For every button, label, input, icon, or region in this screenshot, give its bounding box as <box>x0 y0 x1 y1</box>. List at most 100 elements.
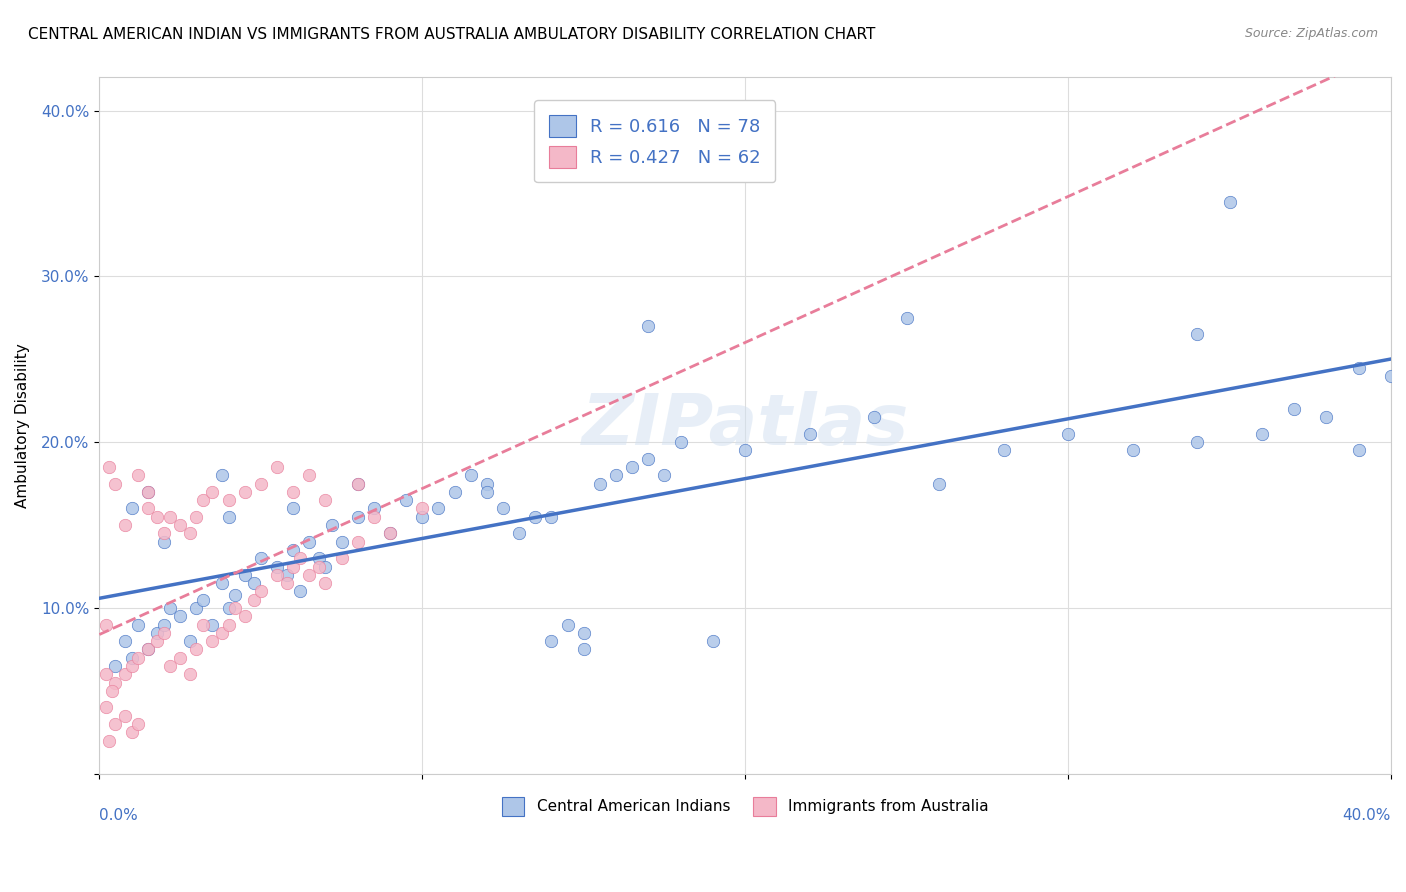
Point <box>159 509 181 524</box>
Point <box>153 534 176 549</box>
Point <box>114 667 136 681</box>
Point <box>314 576 336 591</box>
Point <box>211 576 233 591</box>
Point <box>346 476 368 491</box>
Point <box>169 650 191 665</box>
Point <box>314 559 336 574</box>
Point <box>191 592 214 607</box>
Point <box>298 468 321 483</box>
Point <box>540 509 562 524</box>
Point <box>799 426 821 441</box>
Point <box>218 493 240 508</box>
Point <box>637 451 659 466</box>
Point <box>492 501 515 516</box>
Point <box>605 468 627 483</box>
Point <box>121 725 143 739</box>
Point <box>211 625 233 640</box>
Point <box>896 310 918 325</box>
Point <box>136 484 159 499</box>
Point <box>191 493 214 508</box>
Point <box>288 551 311 566</box>
Point <box>1250 426 1272 441</box>
Point <box>179 667 201 681</box>
Point <box>276 567 298 582</box>
Point <box>127 617 149 632</box>
Point <box>460 468 482 483</box>
Point <box>572 625 595 640</box>
Text: 0.0%: 0.0% <box>100 808 138 823</box>
Point <box>524 509 547 524</box>
Point <box>243 576 266 591</box>
Point <box>411 509 433 524</box>
Point <box>508 526 530 541</box>
Point <box>266 559 288 574</box>
Point <box>98 733 121 747</box>
Point <box>186 642 208 657</box>
Text: ZIPatlas: ZIPatlas <box>582 391 908 460</box>
Point <box>146 634 169 648</box>
Point <box>233 609 256 624</box>
Point <box>314 493 336 508</box>
Point <box>363 509 385 524</box>
Point <box>1187 435 1209 450</box>
Point <box>637 319 659 334</box>
Point <box>127 717 149 731</box>
Point <box>281 559 304 574</box>
Point <box>179 634 201 648</box>
Point <box>1122 443 1144 458</box>
Point <box>411 501 433 516</box>
Point <box>669 435 692 450</box>
Point <box>557 617 579 632</box>
Point <box>1187 327 1209 342</box>
Point <box>1282 402 1305 417</box>
Point <box>281 484 304 499</box>
Point <box>1315 410 1337 425</box>
Point <box>249 476 271 491</box>
Point <box>1057 426 1080 441</box>
Point <box>702 634 724 648</box>
Point <box>146 509 169 524</box>
Point <box>136 642 159 657</box>
Point <box>308 559 330 574</box>
Point <box>233 484 256 499</box>
Point <box>443 484 465 499</box>
Point <box>1347 360 1369 375</box>
Point <box>201 634 224 648</box>
Point <box>734 443 756 458</box>
Point <box>346 476 368 491</box>
Point <box>114 634 136 648</box>
Point <box>153 617 176 632</box>
Point <box>346 534 368 549</box>
Point <box>863 410 886 425</box>
Point <box>1379 368 1402 383</box>
Point <box>233 567 256 582</box>
Point <box>104 717 127 731</box>
Point <box>249 551 271 566</box>
Point <box>395 493 418 508</box>
Point <box>928 476 950 491</box>
Point <box>186 601 208 615</box>
Point <box>94 667 117 681</box>
Point <box>94 617 117 632</box>
Point <box>346 509 368 524</box>
Legend: Central American Indians, Immigrants from Australia: Central American Indians, Immigrants fro… <box>495 791 995 822</box>
Point <box>201 617 224 632</box>
Point <box>224 601 246 615</box>
Point <box>378 526 401 541</box>
Point <box>136 642 159 657</box>
Point <box>94 700 117 714</box>
Text: CENTRAL AMERICAN INDIAN VS IMMIGRANTS FROM AUSTRALIA AMBULATORY DISABILITY CORRE: CENTRAL AMERICAN INDIAN VS IMMIGRANTS FR… <box>28 27 876 42</box>
Point <box>101 684 124 698</box>
Point <box>218 601 240 615</box>
Point <box>1218 194 1240 209</box>
Point <box>475 484 498 499</box>
Point <box>224 588 246 602</box>
Point <box>169 518 191 533</box>
Point <box>121 650 143 665</box>
Point <box>308 551 330 566</box>
Point <box>98 460 121 475</box>
Point <box>654 468 676 483</box>
Point <box>114 708 136 723</box>
Point <box>266 460 288 475</box>
Point <box>540 634 562 648</box>
